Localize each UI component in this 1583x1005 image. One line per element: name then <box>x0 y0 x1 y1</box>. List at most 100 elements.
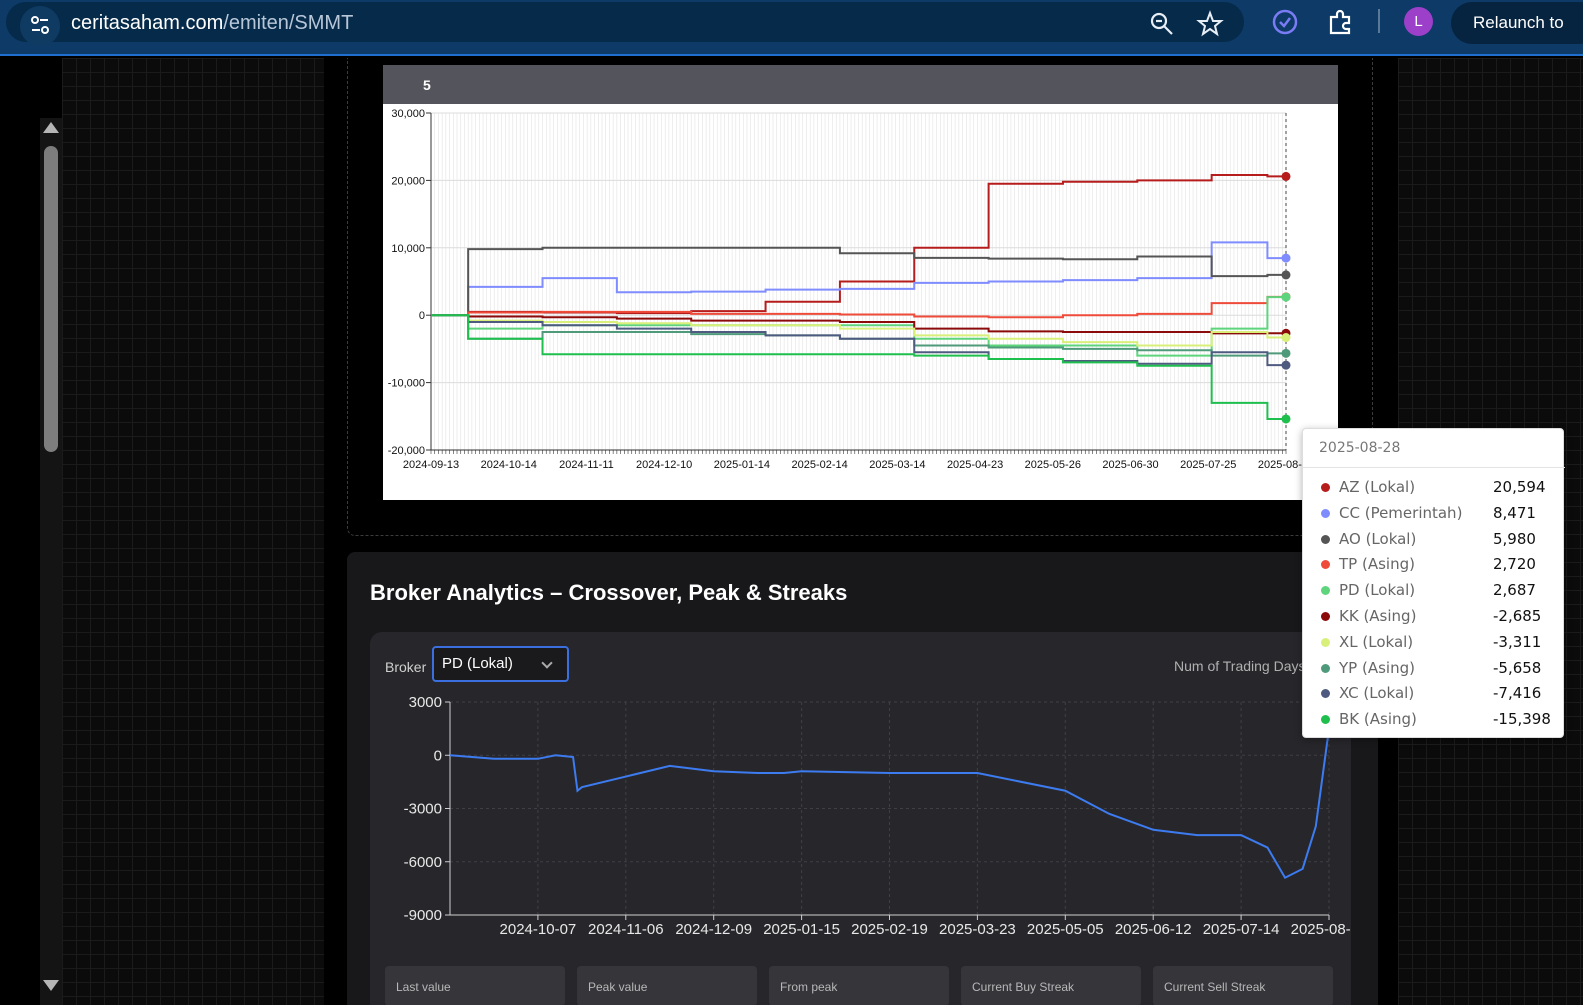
y-tick-label: 0 <box>419 310 425 322</box>
broker-cumulative-chart[interactable]: 30,000 20,000 10,000 0 -10,000 -20,000 2024-09… <box>383 104 1338 500</box>
series-end-point <box>1281 348 1291 358</box>
legend-dot-icon <box>1321 663 1330 673</box>
tooltip-series-value: 5,980 <box>1493 529 1536 548</box>
legend-dot-icon <box>1321 508 1330 518</box>
tooltip-series-name: AO (Lokal) <box>1339 529 1417 548</box>
tooltip-series-value: 8,471 <box>1493 503 1536 522</box>
x-tick-label: 2024-10-14 <box>481 459 537 471</box>
address-bar[interactable]: ceritasaham.com/emiten/SMMT <box>6 2 1244 46</box>
x-tick-label: 2025-01-15 <box>763 921 840 938</box>
broker-flow-chart-svg[interactable]: 3000 0 -3000 -6000 -9000 2024-10-07 2024-11-06… <box>370 692 1368 952</box>
tooltip-row: XL (Lokal) -3,311 <box>1303 630 1565 656</box>
stat-label: Last value <box>396 980 451 994</box>
tooltip-series-name: KK (Asing) <box>1339 607 1417 625</box>
legend-dot-icon <box>1321 715 1330 725</box>
series-line <box>431 314 1286 347</box>
tooltip-series-name: PD (Lokal) <box>1339 581 1416 600</box>
broker-analytics-section: Broker Analytics – Crossover, Peak & Str… <box>347 552 1378 1005</box>
tooltip-row: PD (Lokal) 2,687 <box>1303 578 1565 604</box>
tooltip-row: CC (Pemerintah) 8,471 <box>1303 501 1565 527</box>
extensions-puzzle-icon[interactable] <box>1326 8 1354 36</box>
stat-label: Current Sell Streak <box>1164 980 1266 994</box>
stat-label: Peak value <box>588 980 648 994</box>
stat-from-peak: From peak <box>769 966 949 1005</box>
tooltip-row: KK (Asing) -2,685 <box>1303 604 1565 630</box>
y-tick-label: -10,000 <box>388 378 425 390</box>
trading-days-label: Num of Trading Days <box>1174 658 1306 674</box>
extension-check-icon[interactable] <box>1271 8 1299 36</box>
y-tick-label: 0 <box>434 747 442 764</box>
x-tick-label: 2025-02-14 <box>791 459 847 471</box>
scrollbar-thumb[interactable] <box>44 146 58 452</box>
zoom-icon[interactable] <box>1148 10 1176 38</box>
series-line <box>431 295 1286 319</box>
x-tick-label: 2025-07-25 <box>1180 459 1236 471</box>
scroll-up-arrow-icon[interactable] <box>43 122 59 133</box>
tooltip-date: 2025-08-28 <box>1319 440 1401 456</box>
y-tick-label: -9000 <box>404 907 442 924</box>
broker-flow-chart[interactable]: 3000 0 -3000 -6000 -9000 2024-10-07 2024-11-06… <box>370 692 1368 952</box>
stat-peak-value: Peak value <box>577 966 757 1005</box>
analytics-title: Broker Analytics – Crossover, Peak & Str… <box>370 580 848 605</box>
stat-last-value: Last value <box>385 966 565 1005</box>
stat-label: From peak <box>780 980 838 994</box>
broker-select[interactable]: PD (Lokal) <box>432 646 569 682</box>
x-tick-label: 2025-04-23 <box>947 459 1003 471</box>
y-tick-label: -6000 <box>404 854 442 871</box>
x-tick-label: 2025-05-26 <box>1025 459 1081 471</box>
x-tick-label: 2025-08-27 <box>1291 921 1351 938</box>
legend-dot-icon <box>1321 612 1330 621</box>
tooltip-series-value: -3,311 <box>1493 632 1542 651</box>
broker-label: Broker <box>385 659 427 675</box>
series-line <box>431 246 1286 317</box>
series-line <box>431 241 1286 317</box>
legend-dot-icon <box>1321 586 1330 596</box>
tooltip-series-name: YP (Asing) <box>1339 658 1415 677</box>
top-chart-panel <box>347 58 1373 536</box>
relaunch-button[interactable]: Relaunch to <box>1451 2 1583 44</box>
y-tick-label: 20,000 <box>391 175 425 187</box>
top-chart-header-label: 5 <box>423 77 431 93</box>
scroll-down-arrow-icon[interactable] <box>43 980 59 991</box>
series-line <box>431 314 1286 335</box>
site-settings-icon[interactable] <box>20 6 60 46</box>
tooltip-series-value: -7,416 <box>1493 684 1542 703</box>
x-tick-label: 2025-02-19 <box>851 921 928 938</box>
chevron-down-icon <box>541 657 553 669</box>
tooltip-series-name: AZ (Lokal) <box>1339 478 1416 496</box>
x-tick-label: 2024-12-09 <box>675 921 752 938</box>
bookmark-star-icon[interactable] <box>1196 10 1224 38</box>
tooltip-series-value: -2,685 <box>1493 607 1542 625</box>
analytics-card: Broker PD (Lokal) Num of Trading Days 30… <box>370 632 1368 1005</box>
x-tick-label: 2024-11-11 <box>559 459 614 471</box>
x-tick-label: 2025-03-23 <box>939 921 1016 938</box>
series-end-point <box>1281 360 1291 370</box>
stat-buy-streak: Current Buy Streak <box>961 966 1141 1005</box>
x-tick-label: 2025-06-12 <box>1115 921 1192 938</box>
url-text[interactable]: ceritasaham.com/emiten/SMMT <box>71 12 353 35</box>
x-tick-label: 2024-09-13 <box>403 459 459 471</box>
profile-avatar[interactable]: L <box>1404 7 1433 36</box>
series-end-point <box>1281 414 1291 424</box>
legend-dot-icon <box>1321 637 1330 647</box>
tooltip-row: AZ (Lokal) 20,594 <box>1303 475 1565 501</box>
broker-cumulative-chart-svg[interactable]: 30,000 20,000 10,000 0 -10,000 -20,000 2024-09… <box>383 104 1338 500</box>
stat-label: Current Buy Streak <box>972 980 1075 994</box>
x-tick-label: 2024-10-07 <box>500 921 577 938</box>
tooltip-row: YP (Asing) -5,658 <box>1303 656 1565 682</box>
series-end-point <box>1281 333 1291 343</box>
tooltip-series-value: -15,398 <box>1493 710 1551 729</box>
left-grid-background <box>62 58 324 1005</box>
tooltip-row: TP (Asing) 2,720 <box>1303 552 1565 578</box>
y-tick-label: 30,000 <box>391 108 425 120</box>
tooltip-series-name: XC (Lokal) <box>1339 684 1415 703</box>
x-tick-label: 2025-08-28 <box>1258 459 1314 471</box>
tooltip-row: AO (Lokal) 5,980 <box>1303 527 1565 553</box>
tooltip-row: BK (Asing) -15,398 <box>1303 707 1565 733</box>
series-end-point <box>1281 270 1291 280</box>
legend-dot-icon <box>1321 689 1330 699</box>
legend-dot-icon <box>1321 483 1330 492</box>
series-end-point <box>1281 292 1291 302</box>
tooltip-series-name: XL (Lokal) <box>1339 632 1414 651</box>
y-tick-label: 10,000 <box>391 243 425 255</box>
